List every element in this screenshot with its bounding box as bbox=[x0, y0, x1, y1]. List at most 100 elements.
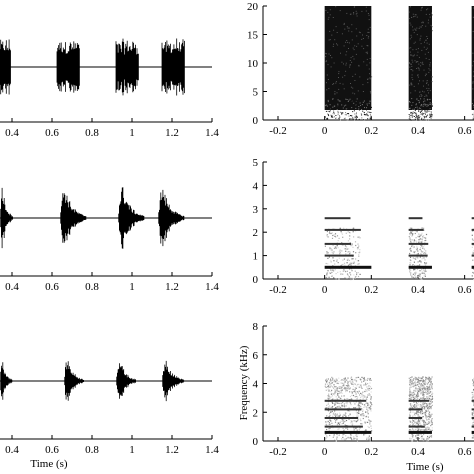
band-cloud bbox=[423, 405, 425, 407]
band-cloud bbox=[415, 230, 417, 232]
band-cloud bbox=[334, 413, 337, 415]
band-speckle bbox=[358, 98, 360, 99]
band-speckle bbox=[367, 115, 369, 117]
band-cloud bbox=[413, 401, 415, 403]
band-cloud bbox=[352, 227, 354, 230]
band-noise bbox=[367, 28, 369, 30]
band-speckle bbox=[415, 117, 417, 118]
band-cloud bbox=[351, 277, 353, 280]
band-speckle bbox=[428, 103, 430, 105]
band-cloud bbox=[331, 271, 333, 273]
band-noise bbox=[351, 24, 353, 26]
band-cloud bbox=[430, 405, 432, 408]
band-cloud bbox=[328, 389, 331, 391]
band-cloud bbox=[371, 404, 373, 406]
band-speckle bbox=[431, 115, 433, 117]
band-noise bbox=[417, 76, 419, 78]
band-cloud bbox=[339, 415, 341, 417]
band-cloud bbox=[415, 258, 417, 260]
band-noise bbox=[361, 38, 363, 40]
band-speckle bbox=[367, 105, 369, 107]
waveform-tick-label-1.2: 1.2 bbox=[165, 281, 179, 293]
band-noise bbox=[415, 48, 417, 50]
band-cloud bbox=[338, 434, 340, 436]
band-cloud bbox=[337, 422, 339, 425]
band-cloud bbox=[415, 386, 417, 388]
band-speckle bbox=[362, 101, 364, 103]
band-cloud bbox=[428, 411, 431, 413]
band-speckle bbox=[352, 118, 354, 120]
band-cloud bbox=[415, 276, 417, 278]
band-speckle bbox=[366, 120, 368, 121]
band-speckle bbox=[413, 105, 415, 107]
band-cloud bbox=[410, 395, 412, 397]
band-cloud bbox=[349, 414, 351, 417]
band-cloud bbox=[336, 438, 338, 440]
band-cloud bbox=[409, 233, 411, 235]
band-speckle bbox=[350, 101, 352, 103]
band-cloud bbox=[369, 422, 371, 424]
band-cloud bbox=[330, 396, 332, 398]
band-speckle bbox=[423, 98, 425, 100]
band-cloud bbox=[417, 261, 419, 263]
band-speckle bbox=[410, 119, 412, 121]
band-body bbox=[471, 6, 474, 110]
band-cloud bbox=[366, 390, 368, 392]
band-cloud bbox=[431, 413, 433, 415]
band-noise bbox=[414, 15, 416, 17]
band-cloud bbox=[428, 427, 431, 429]
band-cloud bbox=[421, 393, 423, 395]
band-cloud bbox=[353, 261, 355, 263]
band-cloud bbox=[409, 420, 411, 422]
band-cloud bbox=[357, 263, 359, 265]
band-cloud bbox=[412, 257, 414, 259]
band-cloud bbox=[419, 241, 421, 243]
band-noise bbox=[356, 45, 358, 47]
band-speckle bbox=[350, 105, 351, 106]
band-cloud bbox=[353, 274, 355, 276]
band-speckle bbox=[327, 113, 329, 115]
band-cloud bbox=[363, 434, 365, 436]
band-cloud bbox=[347, 248, 350, 250]
band-noise bbox=[431, 81, 433, 83]
band-cloud bbox=[428, 376, 430, 378]
band-speckle bbox=[361, 117, 363, 119]
spectrogram-band-2 bbox=[408, 376, 434, 442]
band-cloud bbox=[420, 387, 422, 389]
band-cloud bbox=[332, 269, 334, 271]
band-speckle bbox=[472, 117, 474, 119]
band-noise bbox=[362, 34, 363, 36]
band-cloud bbox=[418, 420, 420, 422]
band-speckle bbox=[370, 112, 372, 113]
band-cloud bbox=[410, 398, 413, 400]
band-cloud bbox=[350, 380, 352, 382]
band-cloud bbox=[412, 407, 415, 409]
band-speckle bbox=[350, 115, 352, 116]
band-cloud bbox=[430, 415, 432, 417]
band-speckle bbox=[356, 116, 358, 118]
band-speckle bbox=[409, 104, 410, 106]
band-noise bbox=[338, 77, 339, 78]
band-cloud bbox=[472, 389, 474, 392]
band-noise bbox=[472, 31, 474, 32]
band-cloud bbox=[425, 410, 427, 412]
band-cloud bbox=[431, 393, 433, 396]
band-noise bbox=[414, 60, 416, 62]
band-noise bbox=[327, 18, 329, 20]
band-speckle bbox=[339, 119, 341, 121]
band-speckle bbox=[351, 115, 353, 117]
band-speckle bbox=[344, 117, 346, 119]
band-cloud bbox=[417, 250, 419, 252]
band-speckle bbox=[367, 118, 369, 120]
band-cloud bbox=[410, 241, 412, 243]
band-speckle bbox=[333, 99, 335, 101]
band-noise bbox=[330, 66, 332, 68]
band-cloud bbox=[414, 390, 416, 393]
band-noise bbox=[415, 61, 417, 63]
band-cloud bbox=[410, 377, 412, 379]
band-cloud bbox=[410, 411, 412, 413]
band-cloud bbox=[416, 422, 418, 424]
band-cloud bbox=[350, 422, 352, 424]
band-cloud bbox=[367, 425, 369, 428]
band-cloud bbox=[325, 421, 327, 423]
